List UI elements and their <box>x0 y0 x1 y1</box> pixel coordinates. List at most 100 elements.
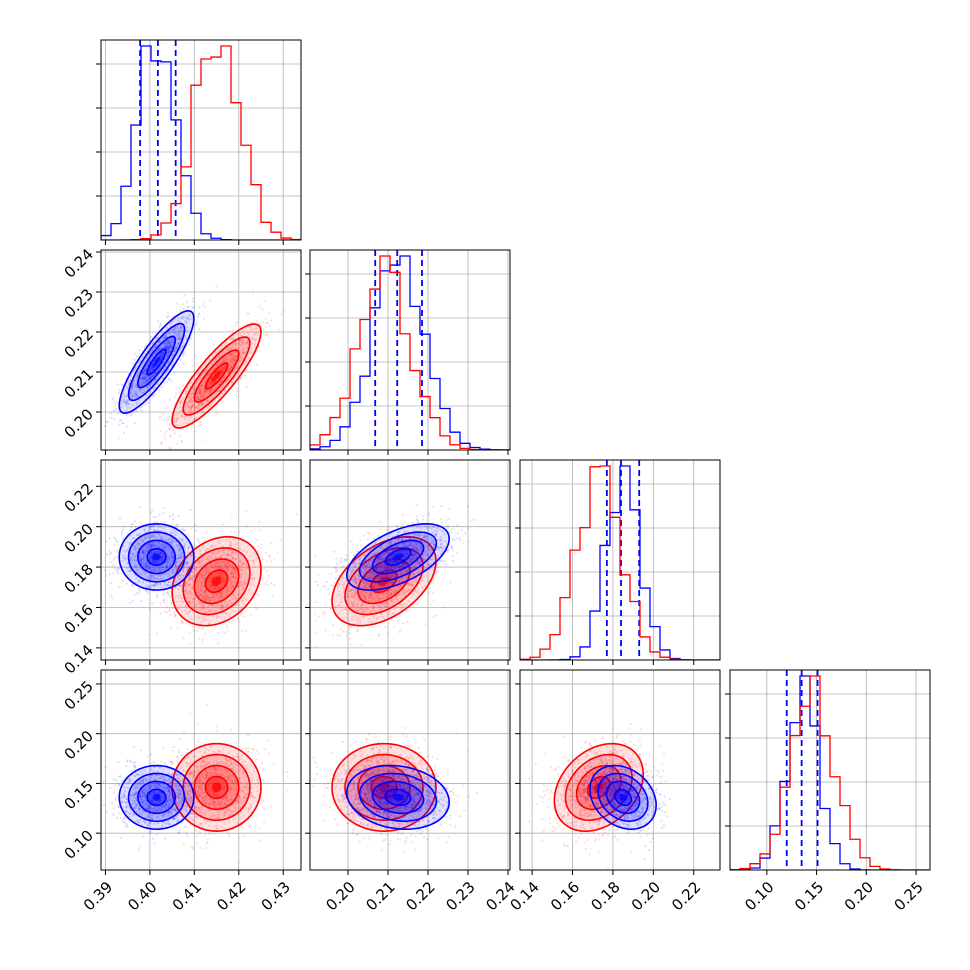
scatter-point <box>151 394 154 397</box>
scatter-point <box>268 324 271 328</box>
scatter-point <box>211 381 215 384</box>
scatter-point <box>238 342 241 346</box>
scatter-point <box>198 617 201 620</box>
scatter-point <box>198 561 201 564</box>
scatter-point <box>132 536 136 540</box>
scatter-point <box>197 424 200 428</box>
scatter-point <box>232 573 236 576</box>
scatter-point <box>186 403 190 406</box>
scatter-point <box>216 541 220 544</box>
scatter-point <box>164 342 167 346</box>
scatter-point <box>218 595 221 598</box>
scatter-point <box>338 634 341 637</box>
scatter-point <box>261 557 265 561</box>
scatter-point <box>161 350 165 353</box>
scatter-point <box>178 584 181 587</box>
scatter-point <box>144 344 147 347</box>
scatter-point <box>120 533 123 536</box>
scatter-point <box>225 591 228 595</box>
scatter-point <box>167 362 170 366</box>
scatter-point <box>169 342 172 345</box>
scatter-point <box>143 536 146 539</box>
scatter-point <box>232 543 235 546</box>
scatter-point <box>197 580 200 583</box>
scatter-point <box>221 564 224 567</box>
scatter-point <box>166 381 169 384</box>
scatter-point <box>200 395 203 398</box>
scatter-point <box>231 557 234 560</box>
scatter-point <box>202 604 205 608</box>
scatter-point <box>228 599 232 602</box>
scatter-point <box>145 367 148 370</box>
scatter-point <box>214 544 217 547</box>
scatter-point <box>149 375 153 378</box>
scatter-point <box>145 560 149 564</box>
scatter-point <box>166 354 169 357</box>
scatter-point <box>199 564 202 567</box>
scatter-point <box>231 585 234 589</box>
scatter-point <box>306 624 308 626</box>
scatter-point <box>181 568 184 572</box>
scatter-point <box>212 367 215 370</box>
scatter-point <box>199 582 203 585</box>
scatter-point <box>193 597 196 600</box>
scatter-point <box>158 389 161 392</box>
scatter-point <box>201 410 205 413</box>
scatter-point <box>198 313 201 316</box>
scatter-point <box>164 344 167 347</box>
scatter-point <box>177 514 180 518</box>
scatter-point <box>265 334 268 337</box>
scatter-point <box>167 346 171 349</box>
scatter-point <box>241 562 244 565</box>
scatter-point <box>260 586 263 589</box>
scatter-point <box>133 564 136 567</box>
scatter-point <box>181 621 185 624</box>
scatter-point <box>401 523 404 526</box>
scatter-point <box>175 345 178 348</box>
histogram-series-group <box>101 40 301 240</box>
scatter-point <box>153 529 157 532</box>
scatter-point <box>436 565 439 568</box>
scatter-point <box>216 562 219 566</box>
scatter-point <box>153 520 156 523</box>
scatter-point <box>233 358 236 361</box>
scatter-point <box>401 622 405 625</box>
scatter-point <box>165 566 168 569</box>
scatter-point <box>157 341 161 344</box>
scatter-point <box>185 595 189 599</box>
contour-line-red <box>171 323 262 429</box>
scatter-point <box>267 583 270 586</box>
density-fill <box>211 576 222 587</box>
scatter-point <box>218 368 221 371</box>
scatter-point <box>252 562 255 565</box>
scatter-point <box>239 332 242 335</box>
density-fill <box>152 553 161 561</box>
scatter-point <box>195 398 199 401</box>
scatter-point <box>199 391 202 394</box>
scatter-point <box>254 327 257 330</box>
scatter-point <box>219 386 223 390</box>
scatter-point <box>187 406 191 409</box>
scatter-point <box>152 533 156 536</box>
scatter-point <box>185 561 189 564</box>
scatter-point <box>146 586 149 589</box>
scatter-point <box>150 544 153 547</box>
scatter-point <box>239 583 242 586</box>
scatter-point <box>187 551 190 554</box>
scatter-point <box>188 406 191 409</box>
scatter-point <box>229 359 233 362</box>
scatter-point <box>342 630 345 633</box>
scatter-point <box>201 627 204 630</box>
scatter-point <box>168 398 172 401</box>
scatter-point <box>232 566 235 570</box>
scatter-point <box>228 582 231 585</box>
scatter-point <box>141 551 144 554</box>
scatter-point <box>200 386 203 389</box>
scatter-point <box>264 317 267 320</box>
scatter-point <box>246 341 249 344</box>
scatter-point <box>270 560 273 563</box>
scatter-point <box>241 348 245 351</box>
scatter-point <box>388 526 391 529</box>
scatter-point <box>348 637 351 640</box>
scatter-point <box>323 610 326 613</box>
